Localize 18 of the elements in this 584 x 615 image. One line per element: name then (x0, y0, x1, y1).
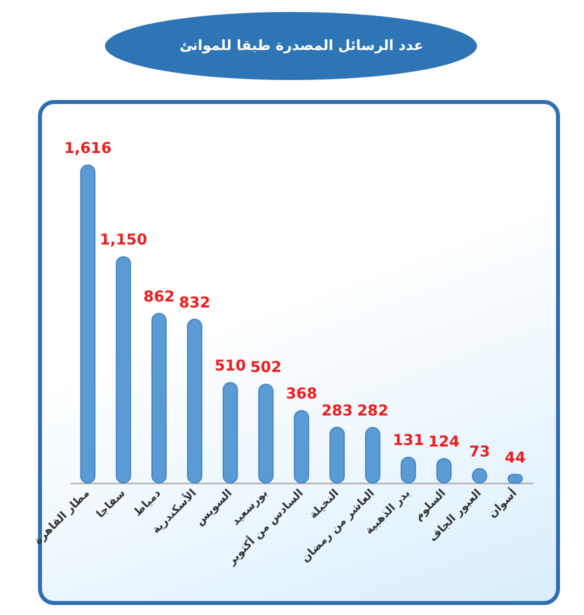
x-tick-label: مطار القاهرة (31, 486, 92, 548)
chart-title: عدد الرسائل المصدرة طبقا للموانئ (180, 38, 424, 54)
data-label: 862 (143, 287, 175, 306)
data-label: 502 (250, 358, 282, 376)
data-label: 1,150 (100, 230, 148, 249)
x-tick-label: النخيلة (306, 486, 342, 522)
data-label: 832 (179, 293, 210, 312)
x-tick-label: أسوان (485, 486, 520, 520)
data-label: 510 (214, 356, 246, 375)
data-label: 44 (504, 448, 526, 466)
data-label: 368 (286, 384, 318, 403)
data-label: 282 (357, 402, 388, 420)
data-label: 1,616 (64, 139, 112, 157)
data-label: 124 (428, 432, 460, 451)
data-label: 131 (392, 431, 424, 450)
x-tick-label: سفاجا (94, 486, 128, 520)
data-label: 283 (321, 401, 353, 420)
data-label: 73 (469, 442, 490, 461)
